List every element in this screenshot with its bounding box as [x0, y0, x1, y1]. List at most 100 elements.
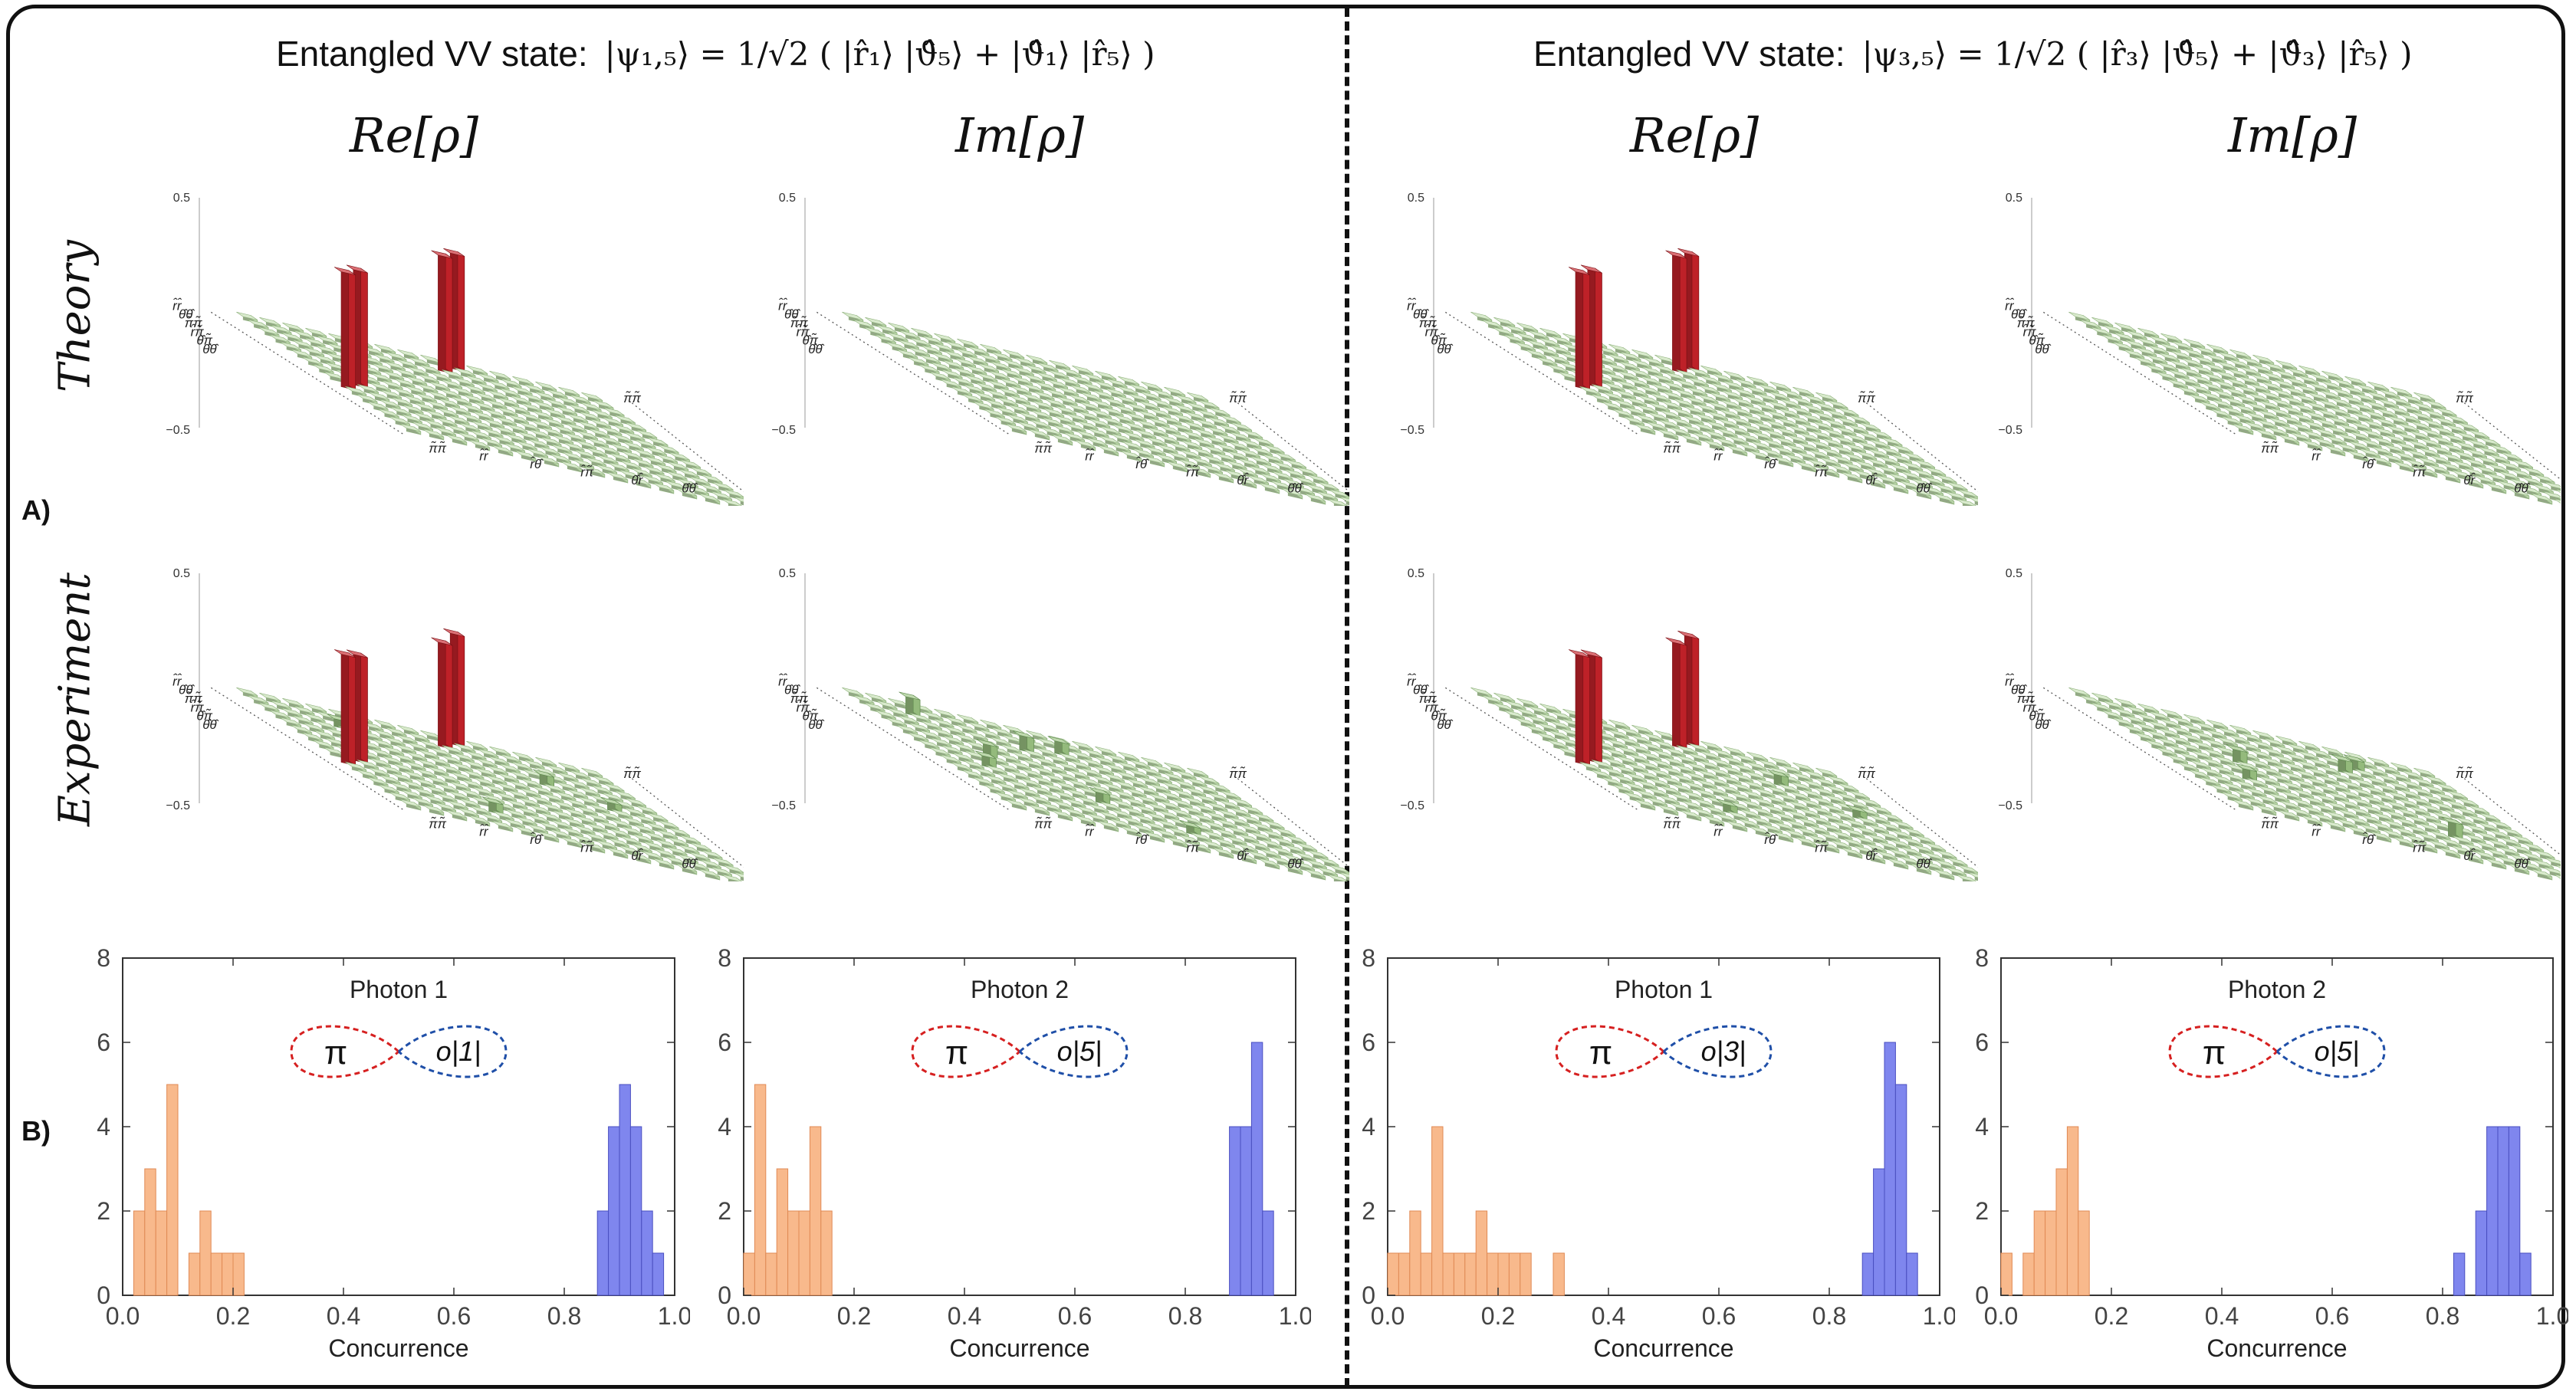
matrix-cell — [2347, 450, 2369, 462]
axis-label-left: r̂π̃ — [191, 699, 205, 714]
matrix-cell — [1914, 459, 1935, 471]
section-label-a: A) — [21, 494, 51, 526]
matrix-cell — [1745, 386, 1767, 398]
matrix-cell — [468, 439, 491, 451]
matrix-cell — [1818, 842, 1840, 854]
axis-right-dotted — [1237, 777, 1349, 868]
matrix-cell — [1339, 871, 1349, 881]
y-tick-label: 8 — [1975, 944, 1989, 972]
matrix-cell — [537, 831, 560, 843]
matrix-cell — [537, 455, 560, 468]
matrix-cell — [1887, 482, 1909, 494]
matrix-cell — [2240, 732, 2262, 744]
matrix-cell — [1808, 825, 1830, 837]
axis-label-front: r̂θ̂ — [2362, 832, 2376, 847]
matrix-cell — [2370, 831, 2392, 843]
axis-label-left: θ̂π̃ — [2029, 333, 2045, 348]
axis-left-dotted — [1445, 687, 1639, 811]
matrix-cell — [2388, 405, 2410, 418]
matrix-cell — [577, 421, 600, 433]
axis-label-front: π̃π̃ — [429, 816, 446, 831]
x-tick-label: 0.2 — [216, 1302, 250, 1330]
matrix-cell — [506, 799, 528, 812]
matrix-cell — [1772, 455, 1794, 468]
matrix-cell — [466, 740, 488, 753]
matrix-cell — [2544, 481, 2561, 492]
matrix-cell — [1727, 435, 1749, 448]
x-tick-label: 0.6 — [1058, 1302, 1092, 1330]
matrix-cell — [2462, 477, 2484, 489]
matrix-cell — [1956, 874, 1976, 881]
axis-label-front: θ̂θ̂ — [1916, 856, 1932, 871]
matrix-cell — [1780, 764, 1802, 776]
matrix-cell — [1076, 796, 1099, 808]
histogram-bar — [1475, 1210, 1488, 1296]
state-equation-left: |ψ₁,₅⟩ = 1/√2 ( |r̂₁⟩ |ϑ̂₅⟩ + |ϑ̂₁⟩ |r̂₅… — [604, 34, 1155, 73]
matrix-cell — [550, 444, 573, 456]
axis-label-left: r̂r̂ — [1407, 673, 1417, 688]
matrix-cell — [504, 818, 525, 830]
z-tick-max: 0.5 — [779, 192, 796, 205]
axis-label-left: π̃π̃ — [2017, 691, 2035, 706]
histogram-bar — [820, 1210, 833, 1296]
matrix-cell — [1504, 700, 1526, 712]
density-tower — [431, 637, 453, 750]
axis-label-left: r̂π̃ — [797, 323, 810, 339]
x-axis-label: Concurrence — [328, 1334, 468, 1362]
axis-label-left: r̂π̃ — [1425, 323, 1439, 339]
axis-label-front: θ̂θ̂ — [682, 856, 698, 871]
axis-label-left: θ̂π̃ — [2029, 708, 2045, 724]
matrix-cell — [2440, 838, 2462, 850]
matrix-cell — [734, 871, 744, 881]
axis-right-dotted — [631, 402, 744, 493]
matrix-cell — [303, 722, 324, 734]
matrix-cell — [1141, 381, 1163, 394]
matrix-cell — [1680, 809, 1702, 822]
histogram-bar — [619, 1084, 631, 1296]
matrix-cell — [652, 858, 675, 870]
matrix-cell — [1698, 760, 1720, 772]
x-tick-label: 0.6 — [437, 1302, 471, 1330]
matrix-cell — [1189, 842, 1211, 854]
axis-label-left: r̂r̂ — [1407, 297, 1417, 313]
histogram-bar — [1906, 1252, 1918, 1296]
z-tick-max: 0.5 — [173, 192, 190, 205]
matrix-cell — [2321, 746, 2344, 759]
matrix-left-theory-im: 0.5−0.5r̂r̂θ̂θ̂π̃π̃r̂π̃θ̂π̃θ̂θ̂π̃π̃r̂r̂r… — [771, 192, 1349, 506]
histogram-bar — [1250, 1042, 1263, 1296]
matrix-cell — [399, 423, 422, 435]
matrix-cell — [951, 752, 974, 764]
matrix-cell — [406, 742, 429, 754]
histogram-left-photon2: 0.0 0.2 0.4 0.6 0.8 1.0 0 2 4 6 8 Photon 2 Concurren… — [718, 944, 1311, 1362]
axis-label-front: r̂θ̂ — [530, 832, 544, 847]
axis-label-front: π̃π̃ — [1034, 816, 1052, 831]
histogram-bar — [1409, 1210, 1421, 1296]
matrix-cell — [1074, 815, 1096, 827]
z-tick-max: 0.5 — [2006, 192, 2022, 205]
matrix-cell — [999, 753, 1021, 766]
matrix-cell — [1694, 412, 1717, 425]
matrix-cell — [583, 842, 606, 854]
axis-label-front: θ̂θ̂ — [2514, 856, 2530, 871]
matrix-cell — [1035, 747, 1057, 760]
matrix-cell — [2146, 730, 2168, 742]
matrix-cell — [629, 477, 652, 489]
matrix-cell — [1615, 389, 1636, 402]
matrix-cell — [316, 335, 338, 347]
matrix-cell — [366, 401, 389, 413]
matrix-cell — [1526, 340, 1548, 352]
matrix-cell — [2313, 437, 2334, 449]
matrix-cell — [1005, 423, 1027, 435]
matrix-cell — [1218, 799, 1240, 812]
x-tick-label: 0.8 — [1812, 1302, 1846, 1330]
matrix-cell — [1075, 806, 1097, 818]
axis-left-dotted — [1445, 311, 1639, 435]
axis-label-front: r̂r̂ — [479, 448, 489, 464]
axis-label-left: r̂r̂ — [172, 297, 182, 313]
axis-label-front: θ̂r̂ — [2463, 472, 2476, 487]
matrix-cell — [2259, 766, 2282, 778]
pi-loop — [911, 1025, 1021, 1078]
histogram-bar — [1453, 1252, 1466, 1296]
matrix-cell — [1076, 420, 1099, 432]
matrix-cell — [1825, 785, 1847, 797]
